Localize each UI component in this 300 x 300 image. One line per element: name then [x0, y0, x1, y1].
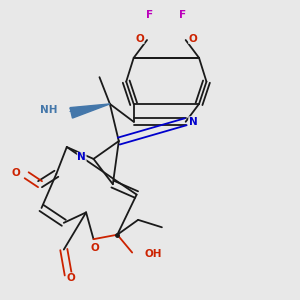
Text: OH: OH	[144, 249, 162, 259]
Text: O: O	[189, 34, 197, 44]
Text: O: O	[91, 243, 99, 253]
Text: ₂: ₂	[68, 105, 72, 114]
Polygon shape	[70, 104, 110, 118]
Text: F: F	[179, 10, 186, 20]
Text: NH: NH	[40, 105, 58, 115]
Text: N: N	[189, 117, 197, 127]
Text: O: O	[135, 34, 144, 44]
Text: O: O	[12, 168, 21, 178]
Text: N: N	[77, 152, 86, 162]
Text: F: F	[146, 10, 154, 20]
Text: O: O	[67, 273, 76, 283]
